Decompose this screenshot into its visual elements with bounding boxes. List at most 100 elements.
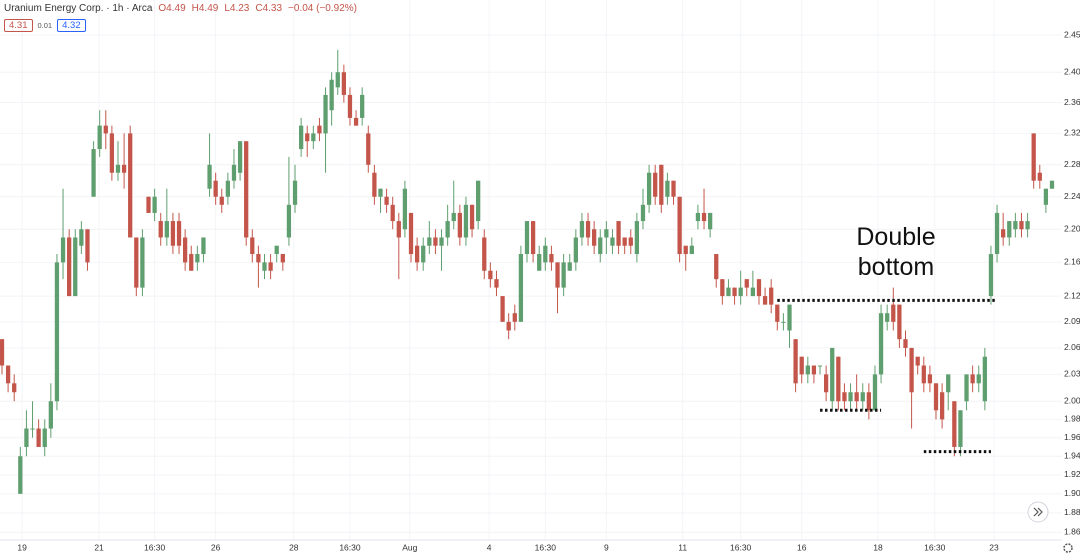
ohlc-high: H4.49	[191, 3, 219, 14]
candle-body	[708, 212, 713, 230]
candle-body	[787, 304, 792, 331]
settings-icon[interactable]	[1063, 543, 1073, 553]
candle-body	[390, 204, 395, 222]
candle-body	[268, 262, 273, 271]
candle-body	[103, 125, 108, 134]
candle-body	[744, 279, 749, 288]
sell-badge[interactable]: 4.31	[4, 19, 33, 32]
candle-body	[48, 401, 53, 429]
candle-body	[866, 392, 871, 411]
buy-badge[interactable]: 4.32	[57, 19, 86, 32]
candle-body	[329, 79, 334, 111]
x-tick-label: 16:30	[144, 542, 166, 552]
candle-body	[598, 237, 603, 255]
candle-body	[848, 392, 853, 402]
candle-body	[689, 245, 694, 255]
candle-body	[0, 339, 5, 366]
candle-body	[427, 237, 432, 246]
y-tick-label: 2.40	[1064, 66, 1080, 76]
y-tick-label: 2.36	[1064, 97, 1080, 107]
candle-body	[903, 339, 908, 348]
candle-body	[671, 180, 676, 197]
candle-body	[543, 245, 548, 263]
scroll-icon	[1033, 507, 1043, 517]
candle-body	[237, 141, 243, 173]
candle-body	[60, 237, 66, 263]
candle-body	[244, 141, 249, 238]
candle-body	[24, 428, 29, 447]
candle-body	[579, 221, 585, 238]
candle-body	[201, 237, 206, 255]
candle-body	[488, 270, 493, 280]
x-tick-label: 16:30	[730, 542, 752, 552]
candle-body	[1031, 133, 1036, 181]
candle-body	[634, 221, 640, 255]
x-tick-label: 18	[873, 542, 883, 552]
candle-body	[323, 94, 328, 134]
candle-body	[524, 221, 530, 255]
candle-body	[915, 356, 920, 366]
candle-body	[909, 347, 914, 393]
candle-body	[585, 221, 591, 238]
y-tick-label: 2.45	[1064, 29, 1080, 39]
candle-body	[726, 287, 731, 297]
candle-body	[311, 133, 316, 142]
candle-body	[769, 287, 774, 305]
candle-body	[573, 237, 578, 263]
candle-body	[146, 196, 151, 213]
candle-body	[476, 180, 481, 222]
candle-body	[842, 392, 847, 402]
candle-body	[994, 212, 1000, 255]
y-tick-label: 1.94	[1064, 450, 1080, 460]
candle-body	[830, 347, 835, 402]
symbol-title: Uranium Energy Corp. · 1h · Arca	[4, 3, 153, 14]
header: Uranium Energy Corp. · 1h · Arca O4.49 H…	[4, 3, 357, 14]
candle-body	[561, 262, 566, 288]
candle-body	[897, 304, 902, 340]
candle-body	[738, 287, 743, 297]
candle-body	[158, 221, 163, 238]
candle-body	[115, 164, 121, 173]
y-tick-label: 2.12	[1064, 290, 1080, 300]
candle-body	[360, 94, 365, 118]
candle-body	[793, 339, 798, 384]
candle-body	[286, 204, 292, 238]
candle-body	[628, 237, 633, 246]
ohlc-open: O4.49	[158, 3, 186, 14]
candle-body	[366, 133, 371, 165]
candle-body	[73, 237, 78, 297]
candle-body	[274, 245, 279, 255]
candle-body	[964, 374, 969, 402]
candle-body	[732, 287, 737, 297]
candle-body	[305, 133, 310, 142]
candle-body	[756, 279, 762, 297]
candle-body	[512, 313, 517, 322]
candle-body	[720, 279, 725, 297]
candle-body	[537, 254, 542, 271]
candle-body	[42, 428, 47, 447]
candle-body	[714, 254, 719, 280]
candle-body	[292, 180, 298, 205]
annotation: Double bottom	[856, 223, 936, 281]
spread: 0.01	[37, 21, 53, 30]
candle-body	[317, 125, 322, 134]
candle-body	[872, 374, 878, 411]
candle-body	[414, 245, 420, 263]
candle-body	[213, 180, 218, 197]
y-tick-label: 2.16	[1064, 257, 1080, 267]
candle-body	[445, 221, 450, 238]
candle-body	[164, 221, 169, 238]
candle-body	[469, 204, 475, 230]
candle-body	[555, 262, 560, 288]
candle-body	[396, 221, 401, 238]
candle-body	[30, 428, 35, 430]
candle-body	[457, 212, 462, 238]
candle-body	[775, 304, 780, 322]
price-axis-bg	[1062, 0, 1080, 557]
candle-body	[811, 365, 817, 375]
candle-body	[12, 383, 17, 393]
x-tick-label: 16:30	[924, 542, 946, 552]
candle-body	[946, 374, 951, 393]
y-tick-label: 2.24	[1064, 191, 1080, 201]
